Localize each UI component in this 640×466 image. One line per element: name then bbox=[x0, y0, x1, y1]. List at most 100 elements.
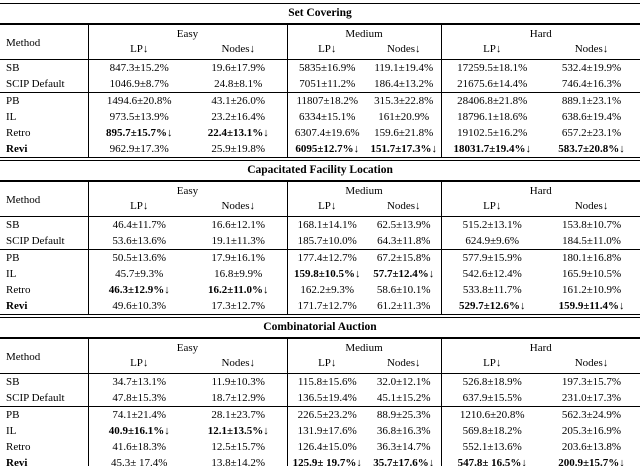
value-cell: 50.5±13.6% bbox=[87, 249, 190, 266]
table-row: PB 74.1±21.4% 28.1±23.7% 226.5±23.2% 88.9±25… bbox=[0, 406, 640, 423]
value-cell: 197.3±15.7% bbox=[561, 376, 622, 388]
table-title: Set Covering bbox=[0, 3, 640, 25]
table-row: SB 46.4±11.7% 16.6±12.1% 168.1±14.1% 62.5±13… bbox=[0, 216, 640, 233]
value-cell: 28.1±23.7% bbox=[190, 406, 287, 423]
table-row: Revi 45.3± 17.4% 13.8±14.2% 125.9± 19.7%↓ 35… bbox=[0, 455, 640, 466]
value-cell: 533.8±11.7% bbox=[440, 282, 543, 298]
value-cell: 973.5±13.9% bbox=[87, 109, 190, 125]
value-cell: 58.6±10.1% bbox=[376, 284, 431, 296]
value-cell: 25.9±19.8% bbox=[211, 143, 266, 155]
value-cell: 18.7±12.9% bbox=[211, 392, 266, 404]
method-cell: PB bbox=[0, 406, 88, 423]
value-cell: 35.7±17.6%↓ bbox=[373, 457, 435, 466]
group-header-easy: Easy bbox=[87, 338, 287, 356]
value-cell: 205.3±16.9% bbox=[561, 425, 622, 437]
table-row: SCIP Default 53.6±13.6% 19.1±11.3% 185.7±10… bbox=[0, 233, 640, 250]
value-cell: 23.2±16.4% bbox=[211, 111, 266, 123]
value-cell: 529.7±12.6%↓ bbox=[440, 298, 543, 315]
col-header-lp: LP↓ bbox=[87, 356, 190, 374]
col-header-lp: LP↓ bbox=[286, 199, 367, 217]
value-cell: 17.9±16.1% bbox=[190, 249, 287, 266]
value-cell: 45.3± 17.4% bbox=[87, 455, 190, 466]
method-cell: SCIP Default bbox=[6, 235, 65, 247]
table-row: IL 45.7±9.3% 16.8±9.9% 159.8±10.5%↓ 57.7±12.… bbox=[0, 266, 640, 282]
table-row: PB 50.5±13.6% 17.9±16.1% 177.4±12.7% 67.2±15… bbox=[0, 249, 640, 266]
table-row: IL 40.9±16.1%↓ 12.1±13.5%↓ 131.9±17.6% 36.8±… bbox=[0, 423, 640, 439]
col-header-lp: LP↓ bbox=[286, 356, 367, 374]
value-cell: 74.1±21.4% bbox=[87, 406, 190, 423]
group-header-medium: Medium bbox=[286, 24, 441, 42]
value-cell: 53.6±13.6% bbox=[87, 233, 190, 250]
value-cell: 13.8±14.2% bbox=[211, 457, 266, 466]
table-row: SCIP Default 1046.9±8.7% 24.8±8.1% 7051±11.… bbox=[0, 76, 640, 93]
value-cell: 7051±11.2% bbox=[286, 76, 367, 93]
method-cell: Revi bbox=[6, 300, 28, 312]
value-cell: 131.9±17.6% bbox=[286, 423, 367, 439]
value-cell: 6334±15.1% bbox=[286, 109, 367, 125]
table-title-row: Capacitated Facility Location bbox=[0, 160, 640, 182]
value-cell: 32.0±12.1% bbox=[376, 376, 431, 388]
value-cell: 19.1±11.3% bbox=[211, 235, 265, 247]
value-cell: 41.6±18.3% bbox=[87, 439, 190, 455]
value-cell: 526.8±18.9% bbox=[440, 373, 543, 390]
method-cell: Retro bbox=[6, 127, 31, 139]
value-cell: 161.2±10.9% bbox=[561, 284, 622, 296]
value-cell: 34.7±13.1% bbox=[87, 373, 190, 390]
value-cell: 21675.6±14.4% bbox=[440, 76, 543, 93]
value-cell: 315.3±22.8% bbox=[367, 92, 441, 109]
table-title-row: Set Covering bbox=[0, 3, 640, 25]
col-header-nodes: Nodes↓ bbox=[543, 42, 640, 60]
value-cell: 895.7±15.7%↓ bbox=[87, 125, 190, 141]
col-header-nodes: Nodes↓ bbox=[190, 356, 287, 374]
value-cell: 577.9±15.9% bbox=[440, 249, 543, 266]
table-row: Revi 49.6±10.3% 17.3±12.7% 171.7±12.7% 61.2±… bbox=[0, 298, 640, 315]
value-cell: 16.6±12.1% bbox=[211, 219, 266, 231]
col-header-nodes: Nodes↓ bbox=[367, 199, 441, 217]
col-header-nodes: Nodes↓ bbox=[190, 199, 287, 217]
value-cell: 624.9±9.6% bbox=[440, 233, 543, 250]
table-title: Combinatorial Auction bbox=[0, 317, 640, 339]
value-cell: 22.4±13.1%↓ bbox=[207, 127, 269, 139]
table-row: IL 973.5±13.9% 23.2±16.4% 6334±15.1% 161±20.… bbox=[0, 109, 640, 125]
value-cell: 36.3±14.7% bbox=[376, 441, 431, 453]
col-header-lp: LP↓ bbox=[440, 356, 543, 374]
value-cell: 184.5±11.0% bbox=[562, 235, 621, 247]
value-cell: 43.1±26.0% bbox=[190, 92, 287, 109]
value-cell: 185.7±10.0% bbox=[286, 233, 367, 250]
group-header-hard: Hard bbox=[440, 24, 640, 42]
value-cell: 45.7±9.3% bbox=[87, 266, 190, 282]
table-row: Revi 962.9±17.3% 25.9±19.8% 6095±12.7%↓ 151.… bbox=[0, 141, 640, 158]
value-cell: 6307.4±19.6% bbox=[286, 125, 367, 141]
method-cell: SB bbox=[6, 62, 20, 74]
method-cell: IL bbox=[6, 268, 17, 280]
method-cell: Retro bbox=[6, 441, 31, 453]
method-cell: Revi bbox=[6, 457, 28, 466]
value-cell: 11.9±10.3% bbox=[211, 376, 265, 388]
value-cell: 62.5±13.9% bbox=[376, 219, 431, 231]
value-cell: 547.8± 16.5%↓ bbox=[440, 455, 543, 466]
value-cell: 16.2±11.0%↓ bbox=[208, 284, 269, 296]
col-header-nodes: Nodes↓ bbox=[543, 356, 640, 374]
value-cell: 19.6±17.9% bbox=[211, 62, 266, 74]
col-header-lp: LP↓ bbox=[286, 42, 367, 60]
value-cell: 552.1±13.6% bbox=[440, 439, 543, 455]
value-cell: 6095±12.7%↓ bbox=[286, 141, 367, 158]
value-cell: 159.8±10.5%↓ bbox=[286, 266, 367, 282]
group-header-medium: Medium bbox=[286, 338, 441, 356]
col-header-method: Method bbox=[0, 338, 88, 374]
value-cell: 168.1±14.1% bbox=[286, 216, 367, 233]
table-row: PB 1494.6±20.8% 43.1±26.0% 11807±18.2% 315.3… bbox=[0, 92, 640, 109]
value-cell: 847.3±15.2% bbox=[87, 59, 190, 76]
value-cell: 1210.6±20.8% bbox=[440, 406, 543, 423]
value-cell: 203.6±13.8% bbox=[561, 441, 622, 453]
value-cell: 231.0±17.3% bbox=[561, 392, 622, 404]
table-row: Retro 46.3±12.9%↓ 16.2±11.0%↓ 162.2±9.3% 58.… bbox=[0, 282, 640, 298]
value-cell: 161±20.9% bbox=[378, 111, 430, 123]
col-header-nodes: Nodes↓ bbox=[367, 42, 441, 60]
value-cell: 171.7±12.7% bbox=[286, 298, 367, 315]
value-cell: 61.2±11.3% bbox=[377, 300, 431, 312]
value-cell: 12.5±15.7% bbox=[211, 441, 266, 453]
value-cell: 45.1±15.2% bbox=[376, 392, 431, 404]
value-cell: 637.9±15.5% bbox=[440, 390, 543, 407]
value-cell: 1046.9±8.7% bbox=[87, 76, 190, 93]
